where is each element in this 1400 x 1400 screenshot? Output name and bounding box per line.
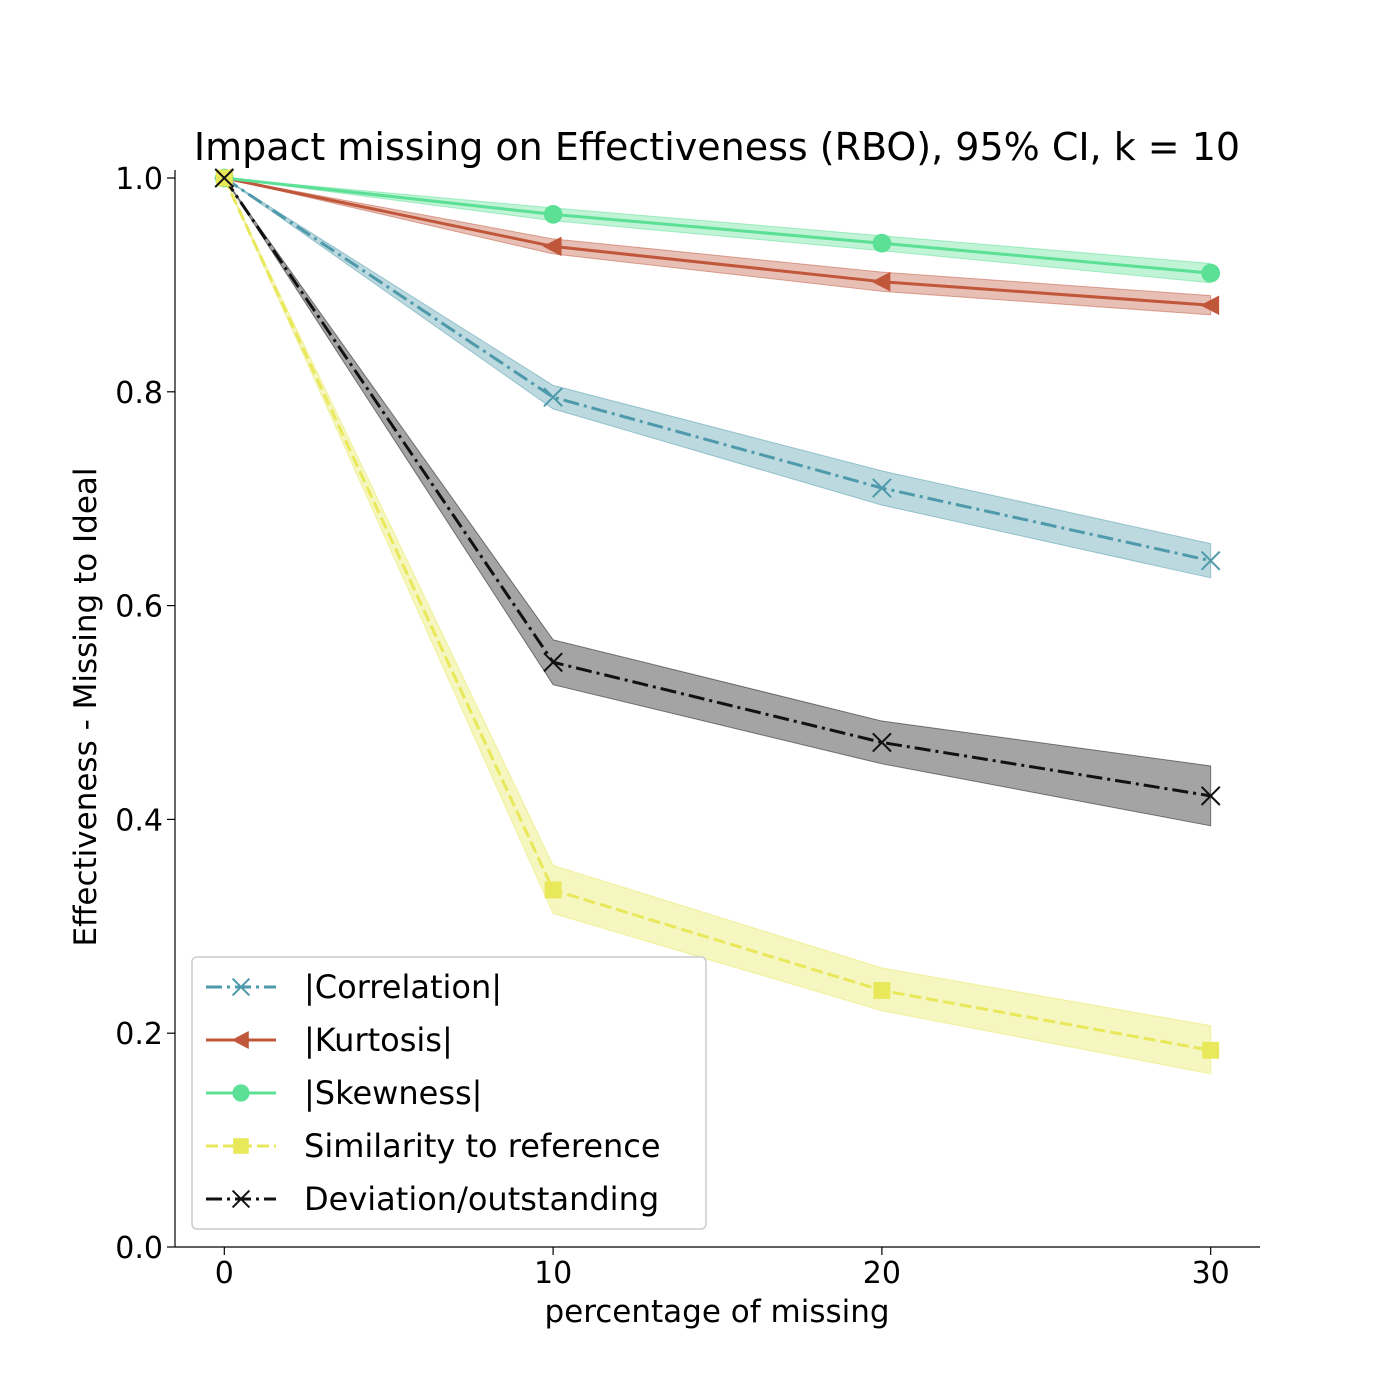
data-point-2-3 bbox=[1201, 263, 1221, 283]
legend-marker-0 bbox=[231, 977, 251, 997]
axes: 0.0 0.2 0.4 0.6 0.8 1.0 0 10 20 30 bbox=[115, 162, 1260, 1291]
data-point-0-3 bbox=[1200, 550, 1221, 571]
y-tick-label-0: 0.0 bbox=[115, 1231, 163, 1266]
legend-label-0: |Correlation| bbox=[304, 968, 502, 1006]
data-point-1-2 bbox=[871, 271, 891, 292]
y-tick-label-3: 0.6 bbox=[115, 590, 163, 625]
series-line-0 bbox=[223, 176, 1212, 563]
series-line-2 bbox=[224, 176, 1211, 275]
legend-label-2: |Skewness| bbox=[304, 1074, 482, 1112]
x-tick-label-3: 30 bbox=[1192, 1256, 1230, 1291]
y-tick-label-4: 0.8 bbox=[115, 376, 163, 411]
y-tick-label-2: 0.4 bbox=[115, 803, 163, 838]
legend-label-1: |Kurtosis| bbox=[304, 1021, 453, 1059]
y-tick-label-5: 1.0 bbox=[115, 162, 163, 197]
ci-band-0 bbox=[224, 177, 1212, 579]
legend: |Correlation| |Kurtosis| |Skewness| Similar… bbox=[191, 956, 707, 1230]
data-point-0-1 bbox=[543, 387, 563, 407]
data-point-3-3 bbox=[1202, 1041, 1220, 1059]
data-point-0-2 bbox=[872, 478, 892, 498]
data-point-4-0 bbox=[214, 168, 235, 188]
legend-label-3: Similarity to reference bbox=[304, 1127, 661, 1165]
chart-title: Impact missing on Effectiveness (RBO), 9… bbox=[194, 125, 1240, 169]
legend-marker-1 bbox=[231, 1031, 249, 1049]
data-point-2-1 bbox=[543, 204, 563, 224]
series-markers bbox=[213, 168, 1221, 1059]
data-point-3-2 bbox=[873, 981, 891, 999]
x-axis-label: percentage of missing bbox=[544, 1294, 889, 1330]
legend-marker-3 bbox=[233, 1138, 249, 1154]
series-line-4 bbox=[223, 177, 1211, 798]
series-lines bbox=[222, 176, 1212, 1052]
data-point-1-1 bbox=[542, 236, 562, 257]
data-point-4-1 bbox=[543, 652, 563, 673]
y-tick-label-1: 0.2 bbox=[115, 1017, 163, 1052]
x-tick-label-2: 20 bbox=[863, 1256, 901, 1291]
legend-box bbox=[191, 956, 707, 1230]
legend-label-4: Deviation/outstanding bbox=[304, 1180, 659, 1218]
series-line-1 bbox=[224, 176, 1211, 307]
y-axis-label: Effectiveness - Missing to Ideal bbox=[68, 467, 104, 946]
x-tick-label-0: 0 bbox=[215, 1256, 234, 1291]
data-point-4-3 bbox=[1200, 786, 1221, 806]
data-point-4-2 bbox=[872, 732, 892, 753]
legend-marker-4 bbox=[231, 1189, 251, 1209]
legend-marker-2 bbox=[232, 1084, 250, 1102]
data-point-3-1 bbox=[544, 881, 562, 899]
x-tick-label-1: 10 bbox=[534, 1256, 572, 1291]
data-point-2-2 bbox=[872, 233, 892, 253]
data-point-1-3 bbox=[1200, 295, 1220, 315]
series-line-3 bbox=[222, 177, 1211, 1052]
